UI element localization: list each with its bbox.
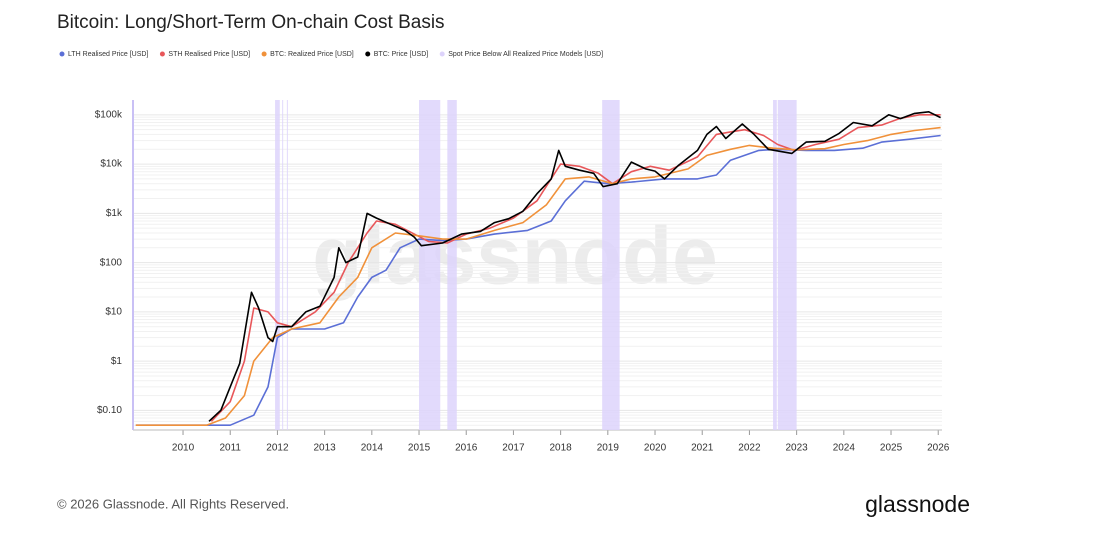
x-tick-label: 2023	[786, 443, 809, 454]
y-tick-label: $100k	[95, 109, 123, 120]
shaded-range	[773, 100, 777, 430]
x-tick-label: 2025	[880, 443, 903, 454]
x-tick-label: 2012	[266, 443, 289, 454]
legend-label: STH Realised Price [USD]	[168, 51, 250, 58]
legend-label: LTH Realised Price [USD]	[68, 51, 148, 58]
legend-marker	[439, 51, 445, 57]
x-tick-label: 2017	[502, 443, 525, 454]
shaded-range	[777, 100, 797, 430]
shaded-range	[286, 100, 288, 430]
shaded-range	[275, 100, 280, 430]
x-tick-label: 2020	[644, 443, 667, 454]
x-tick-label: 2016	[455, 443, 478, 454]
x-tick-label: 2014	[361, 443, 384, 454]
x-tick-label: 2011	[219, 443, 241, 454]
legend-label: BTC: Price [USD]	[374, 51, 429, 58]
series-line	[208, 111, 941, 422]
series-line	[210, 114, 941, 422]
legend-marker	[261, 51, 267, 57]
y-tick-label: $10	[105, 307, 122, 318]
legend-marker	[59, 51, 65, 57]
chart-title: Bitcoin: Long/Short-Term On-chain Cost B…	[57, 12, 445, 33]
y-tick-label: $1	[111, 356, 123, 367]
legend-label: Spot Price Below All Realized Price Mode…	[448, 51, 603, 58]
legend-label: BTC: Realized Price [USD]	[270, 51, 354, 58]
logo: glassnode	[865, 491, 970, 517]
x-tick-label: 2013	[314, 443, 337, 454]
legend-marker	[365, 51, 371, 57]
shaded-range	[419, 100, 441, 430]
legend-marker	[159, 51, 165, 57]
watermark: glassnode	[312, 211, 718, 302]
x-tick-label: 2022	[738, 443, 761, 454]
y-tick-label: $100	[100, 257, 123, 268]
axes: $0.10 $1 $10 $100 $1k $10k $100k 2010 2011 2012 20…	[95, 109, 950, 453]
series-line	[135, 126, 941, 426]
shaded-range	[447, 100, 457, 430]
shaded-range	[602, 100, 620, 430]
y-tick-label: $0.10	[97, 405, 122, 416]
y-tick-label: $1k	[106, 208, 123, 219]
x-tick-label: 2026	[927, 443, 950, 454]
shaded-range	[282, 100, 284, 430]
x-tick-label: 2024	[833, 443, 856, 454]
y-tick-label: $10k	[100, 159, 123, 170]
x-tick-label: 2015	[408, 443, 431, 454]
x-tick-label: 2018	[550, 443, 573, 454]
x-tick-label: 2021	[691, 443, 714, 454]
x-tick-label: 2010	[172, 443, 195, 454]
x-tick-label: 2019	[597, 443, 620, 454]
copyright: © 2026 Glassnode. All Rights Reserved.	[57, 496, 289, 511]
